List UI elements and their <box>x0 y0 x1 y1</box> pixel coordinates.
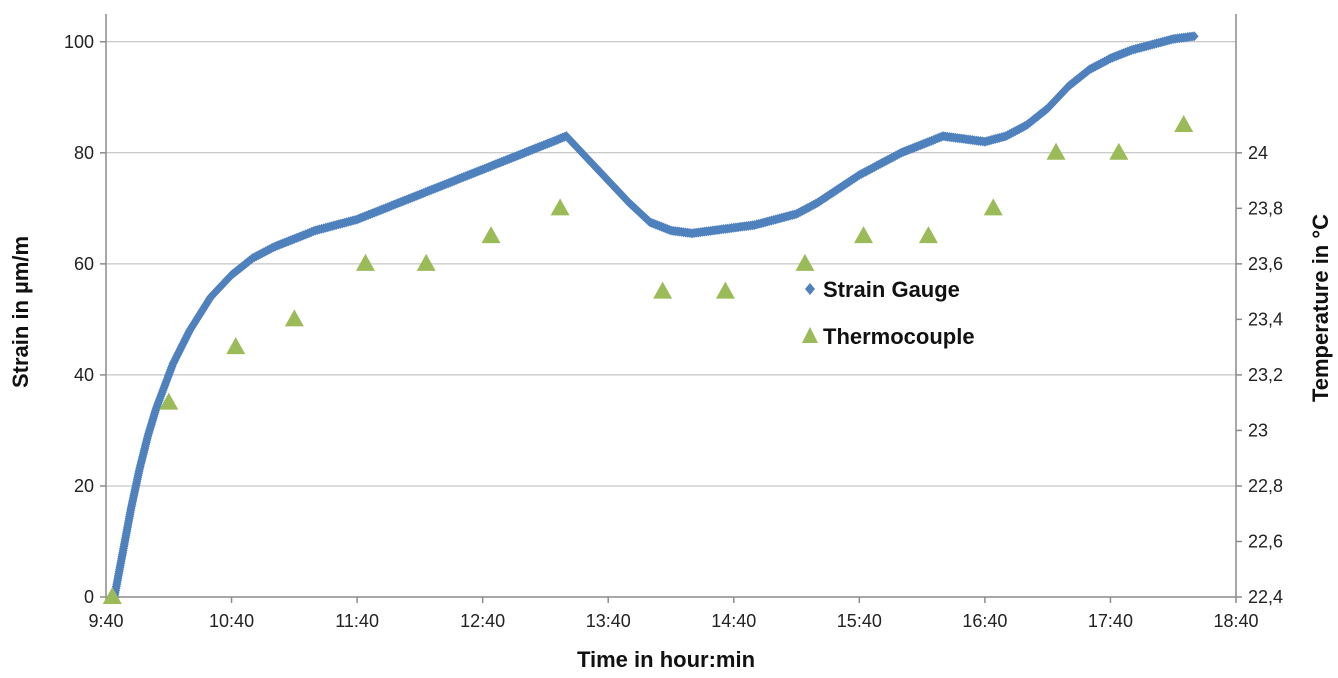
thermocouple-point <box>795 254 814 271</box>
thermocouple-point <box>716 282 735 299</box>
legend-marker-strain-gauge <box>805 283 815 295</box>
y2-tick-label: 23,6 <box>1248 254 1283 274</box>
legend-item-strain-gauge: Strain Gauge <box>805 277 960 302</box>
label-layer: 0 20 40 60 80 100 22,4 22,6 22,8 23 23,2 23,4 23,6 23… <box>64 32 1283 631</box>
y2-axis-title: Temperature in °C <box>1308 214 1333 402</box>
thermocouple-point <box>356 254 375 271</box>
series-strain-gauge <box>110 31 1199 602</box>
thermocouple-point <box>285 309 304 326</box>
y2-tick-label: 22,4 <box>1248 587 1283 607</box>
thermocouple-point <box>854 226 873 243</box>
thermocouple-point <box>551 198 570 215</box>
y-tick-label: 0 <box>84 587 94 607</box>
y2-tick-label: 23 <box>1248 420 1268 440</box>
y-tick-label: 80 <box>74 143 94 163</box>
y2-tick-label: 23,2 <box>1248 365 1283 385</box>
series-layer <box>103 31 1199 604</box>
legend: Strain Gauge Thermocouple <box>802 277 975 349</box>
axis-layer <box>100 14 1242 603</box>
thermocouple-point <box>919 226 938 243</box>
y2-tick-label: 23,4 <box>1248 309 1283 329</box>
legend-marker-thermocouple <box>802 327 818 343</box>
thermocouple-point <box>984 198 1003 215</box>
y-tick-label: 100 <box>64 32 94 52</box>
y-tick-label: 60 <box>74 254 94 274</box>
legend-label-strain-gauge: Strain Gauge <box>823 277 960 302</box>
thermocouple-point <box>417 254 436 271</box>
y2-tick-label: 22,8 <box>1248 476 1283 496</box>
x-tick-label: 16:40 <box>962 611 1007 631</box>
x-tick-label: 14:40 <box>711 611 756 631</box>
legend-item-thermocouple: Thermocouple <box>802 324 975 349</box>
y2-tick-label: 24 <box>1248 143 1268 163</box>
thermocouple-point <box>1109 143 1128 160</box>
y-tick-label: 20 <box>74 476 94 496</box>
grid-layer <box>106 42 1236 486</box>
y-tick-label: 40 <box>74 365 94 385</box>
x-tick-label: 11:40 <box>335 611 379 631</box>
thermocouple-point <box>482 226 501 243</box>
x-tick-label: 10:40 <box>209 611 254 631</box>
thermocouple-point <box>1047 143 1066 160</box>
y2-tick-label: 23,8 <box>1248 198 1283 218</box>
thermocouple-point <box>226 337 245 354</box>
thermocouple-point <box>1174 115 1193 132</box>
legend-label-thermocouple: Thermocouple <box>823 324 975 349</box>
x-tick-label: 18:40 <box>1213 611 1258 631</box>
x-tick-label: 12:40 <box>460 611 505 631</box>
series-thermocouple <box>103 115 1193 604</box>
y2-tick-label: 22,6 <box>1248 531 1283 551</box>
x-tick-label: 13:40 <box>586 611 631 631</box>
x-tick-label: 17:40 <box>1088 611 1133 631</box>
x-tick-label: 9:40 <box>88 611 123 631</box>
x-axis-title: Time in hour:min <box>577 647 755 672</box>
y-axis-title: Strain in µm/m <box>8 236 33 388</box>
x-tick-label: 15:40 <box>837 611 882 631</box>
thermocouple-point <box>653 282 672 299</box>
